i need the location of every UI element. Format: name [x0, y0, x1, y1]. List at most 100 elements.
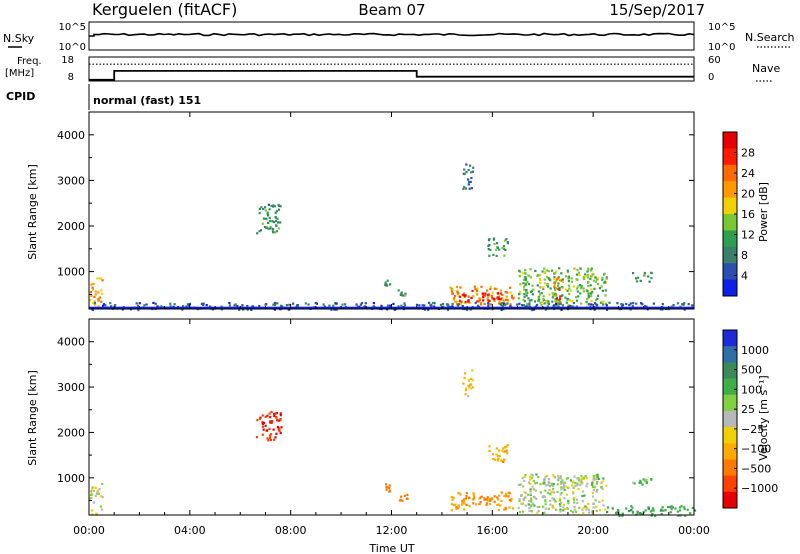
power-echo-cell — [570, 305, 573, 308]
velocity-echo-cell — [548, 485, 552, 488]
power-echo-cell — [471, 289, 474, 292]
power-echo-cell — [529, 276, 532, 279]
power-echo-cell — [647, 275, 650, 278]
velocity-echo-cell — [581, 482, 584, 485]
velocity-echo-cell — [639, 479, 642, 482]
velocity-echo-cell — [497, 503, 500, 506]
power-echo-cell — [482, 293, 485, 296]
velocity-echo-cell — [264, 415, 267, 418]
power-echo-cell — [143, 304, 146, 307]
colorbar-segment — [723, 132, 737, 149]
velocity-echo-cell — [467, 394, 470, 397]
velocity-echo-cell — [276, 419, 279, 422]
velocity-echo-cell — [587, 508, 591, 511]
power-echo-cell — [652, 302, 655, 305]
power-echo-cell — [570, 277, 573, 280]
velocity-echo-cell — [592, 478, 595, 481]
power-echo-cell — [564, 296, 567, 299]
velocity-echo-cell — [601, 499, 604, 502]
power-echo-cell — [553, 285, 556, 288]
power-echo-cell — [451, 305, 454, 308]
velocity-echo-cell — [548, 478, 551, 481]
power-echo-cell — [456, 289, 459, 292]
power-echo-cell — [451, 302, 454, 305]
power-echo-cell — [558, 267, 561, 270]
colorbar-tick-label: 8 — [741, 249, 748, 262]
power-echo-cell — [97, 291, 100, 294]
velocity-echo-cell — [576, 477, 579, 480]
power-echo-cell — [138, 302, 141, 305]
power-echo-cell — [510, 294, 513, 297]
power-echo-cell — [487, 299, 490, 302]
velocity-echo-cell — [279, 414, 282, 417]
power-echo-cell — [559, 301, 562, 304]
power-echo-cell — [466, 308, 469, 312]
velocity-echo-cell — [494, 458, 497, 461]
power-colorbar: 28 24 20 16 12 8 4 — [722, 131, 755, 297]
power-echo-cell — [506, 291, 509, 294]
velocity-echo-cell — [94, 494, 97, 498]
power-echo-cell — [259, 229, 262, 232]
velocity-echo-cell — [276, 425, 279, 429]
power-echo-cell — [551, 292, 554, 295]
velocity-echo-cell — [678, 506, 682, 509]
colorbar-segment — [723, 427, 737, 444]
power-echo-cell — [482, 299, 485, 302]
velocity-echo-cell — [465, 503, 468, 507]
power-echo-cell — [583, 273, 587, 276]
power-echo-cell — [258, 212, 261, 215]
power-echo-cell — [397, 305, 400, 308]
power-echo-cell — [589, 277, 592, 280]
velocity-echo-cell — [269, 433, 273, 436]
velocity-echo-cell — [508, 506, 511, 509]
velocity-echo-cell — [485, 502, 488, 505]
velocity-echo-cell — [505, 449, 509, 452]
velocity-echo-cell — [269, 421, 272, 424]
power-echo-cell — [637, 276, 640, 279]
colorbar-segment — [723, 378, 737, 396]
power-echo-cell — [635, 277, 638, 280]
power-echo-cell — [110, 305, 113, 308]
power-echo-cell — [246, 304, 249, 308]
power-echo-cell — [465, 171, 468, 174]
velocity-echo-cell — [639, 481, 643, 484]
power-echo-cell — [403, 302, 406, 305]
velocity-echo-cell — [521, 477, 524, 480]
power-echo-cell — [643, 271, 646, 275]
power-echo-cell — [529, 268, 532, 271]
velocity-echo-cell — [483, 497, 486, 500]
velocity-echo-cell — [531, 502, 534, 505]
power-echo-cell — [592, 279, 596, 282]
power-echo-cell — [463, 295, 466, 299]
power-echo-cell — [483, 302, 486, 305]
power-echo-cell — [565, 275, 568, 278]
velocity-echo-cell — [574, 484, 577, 487]
power-echo-cell — [468, 301, 471, 304]
power-echo-cell — [577, 271, 580, 274]
velocity-echo-cell — [587, 502, 590, 505]
power-echo-cell — [260, 206, 263, 209]
colorbar-segment — [723, 362, 737, 380]
power-echo-cell — [518, 293, 521, 296]
power-echo-cell — [509, 291, 512, 294]
velocity-echo-cell — [278, 429, 281, 433]
y-tick-label: 1000 — [57, 472, 85, 485]
power-echo-cell — [600, 301, 603, 304]
velocity-echo-cell — [528, 507, 531, 510]
velocity-colorbar-title: Velocity [m s⁻¹] — [757, 375, 770, 460]
velocity-echo-cell — [592, 474, 595, 478]
power-echo-cell — [523, 295, 526, 298]
power-echo-cell — [478, 298, 481, 301]
velocity-echo-cell — [538, 505, 541, 509]
power-echo-cell — [631, 305, 634, 308]
x-tick-label: 08:00 — [275, 524, 307, 537]
power-echo-cell — [509, 305, 512, 308]
power-echo-cell — [512, 297, 515, 300]
power-echo-cell — [589, 284, 592, 287]
power-echo-cell — [616, 302, 619, 305]
velocity-echo-cell — [268, 412, 271, 415]
velocity-echo-cell — [611, 507, 614, 510]
velocity-echo-cell — [523, 479, 526, 483]
velocity-echo-cell — [691, 506, 694, 510]
y-tick-label: 1000 — [57, 266, 85, 279]
